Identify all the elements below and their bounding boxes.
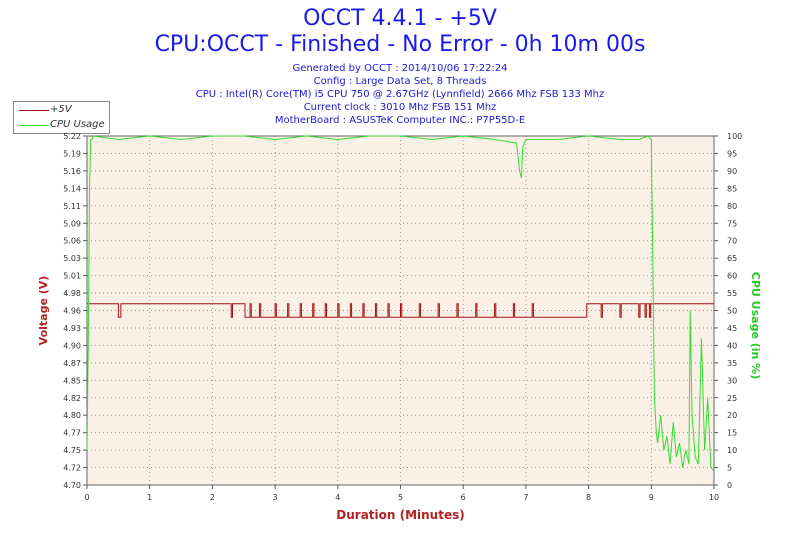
y-tick-label: 4.87 — [63, 359, 81, 368]
y2-tick-label: 70 — [727, 237, 737, 246]
y2-tick-label: 0 — [727, 481, 732, 490]
y2-tick-label: 65 — [727, 254, 737, 263]
info-clock: Current clock : 3010 Mhz FSB 151 Mhz — [303, 102, 497, 113]
y-axis-label: Voltage (V) — [37, 276, 50, 346]
y-tick-label: 5.06 — [63, 237, 81, 246]
info-config: Config : Large Data Set, 8 Threads — [313, 76, 487, 87]
y-tick-label: 4.96 — [63, 307, 81, 316]
y2-tick-label: 50 — [727, 307, 737, 316]
y2-tick-label: 20 — [727, 411, 737, 420]
x-tick-label: 3 — [273, 493, 278, 502]
y-tick-label: 5.03 — [63, 254, 81, 263]
y2-tick-label: 45 — [727, 324, 737, 333]
y2-tick-label: 90 — [727, 167, 737, 176]
legend-label-cpu: CPU Usage — [50, 119, 105, 130]
x-tick-label: 0 — [84, 493, 89, 502]
y2-tick-label: 15 — [727, 429, 737, 438]
y-tick-label: 5.22 — [63, 132, 81, 141]
y-tick-label: 5.01 — [63, 272, 81, 281]
y-tick-label: 5.09 — [63, 219, 81, 228]
legend-swatch-cpu — [19, 125, 49, 126]
y-tick-label: 4.77 — [63, 429, 81, 438]
y-tick-label: 4.93 — [63, 324, 81, 333]
y-tick-label: 4.80 — [63, 411, 81, 420]
y2-tick-label: 60 — [727, 272, 737, 281]
x-tick-label: 7 — [523, 493, 528, 502]
legend-swatch-voltage — [19, 110, 49, 111]
y-tick-label: 4.82 — [63, 394, 81, 403]
legend-item-voltage: +5V — [14, 103, 109, 117]
y2-axis-label: CPU Usage (in %) — [749, 272, 762, 379]
y-tick-label: 4.75 — [63, 446, 81, 455]
voltage-series-line — [87, 303, 714, 318]
y-tick-label: 4.98 — [63, 289, 81, 298]
y2-tick-label: 30 — [727, 376, 737, 385]
legend-item-cpu: CPU Usage — [14, 118, 109, 132]
y2-tick-label: 95 — [727, 149, 737, 158]
y-tick-label: 5.11 — [63, 202, 81, 211]
y-tick-label: 5.14 — [63, 184, 81, 193]
chart-legend: +5V CPU Usage — [13, 101, 110, 134]
x-tick-label: 6 — [461, 493, 466, 502]
info-cpu: CPU : Intel(R) Core(TM) i5 CPU 750 @ 2.6… — [195, 89, 605, 100]
y2-tick-label: 5 — [727, 464, 732, 473]
cpu-usage-series-line — [86, 135, 715, 472]
y2-tick-label: 25 — [727, 394, 737, 403]
legend-label-voltage: +5V — [50, 104, 72, 115]
y2-tick-label: 80 — [727, 202, 737, 211]
y2-tick-label: 10 — [727, 446, 737, 455]
y-tick-label: 4.90 — [63, 341, 81, 350]
y-tick-label: 4.85 — [63, 376, 81, 385]
x-tick-label: 5 — [398, 493, 403, 502]
y-tick-label: 4.72 — [63, 464, 81, 473]
x-tick-label: 1 — [147, 493, 152, 502]
x-tick-label: 10 — [709, 493, 719, 502]
y-tick-label: 5.16 — [63, 167, 81, 176]
x-tick-label: 4 — [335, 493, 340, 502]
y2-tick-label: 35 — [727, 359, 737, 368]
y2-tick-label: 75 — [727, 219, 737, 228]
info-motherboard: MotherBoard : ASUSTeK Computer INC.: P7P… — [274, 115, 526, 126]
y2-tick-label: 100 — [727, 132, 742, 141]
x-tick-label: 2 — [210, 493, 215, 502]
y-tick-label: 5.19 — [63, 149, 81, 158]
y-tick-label: 4.70 — [63, 481, 81, 490]
y2-tick-label: 55 — [727, 289, 737, 298]
chart-title: OCCT 4.4.1 - +5V — [303, 6, 497, 31]
y2-tick-label: 40 — [727, 341, 737, 350]
x-tick-label: 9 — [649, 493, 654, 502]
chart-subtitle: CPU:OCCT - Finished - No Error - 0h 10m … — [154, 32, 646, 57]
info-generated: Generated by OCCT : 2014/10/06 17:22:24 — [292, 63, 508, 74]
y2-tick-label: 85 — [727, 184, 737, 193]
x-axis-label: Duration (Minutes) — [336, 508, 464, 522]
x-tick-label: 8 — [586, 493, 591, 502]
